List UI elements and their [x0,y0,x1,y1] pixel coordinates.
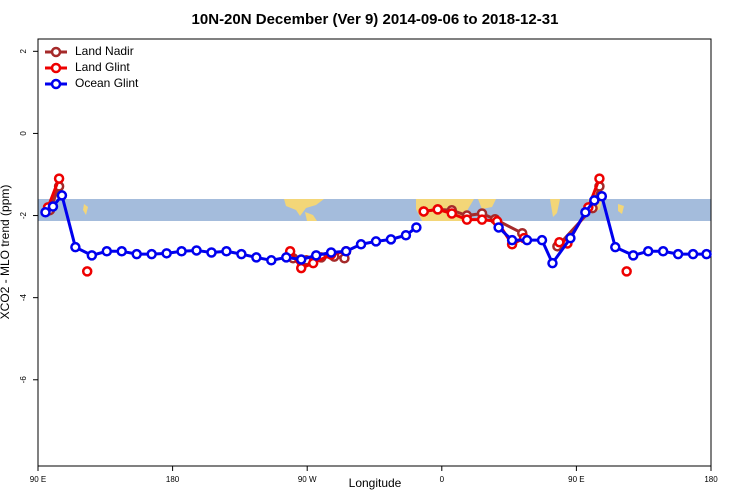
data-point [506,234,518,246]
y-tick-label: 0 [19,131,28,136]
land [478,199,496,209]
x-axis-label: Longitude [349,476,402,490]
data-point [281,252,292,263]
data-point [385,234,397,245]
y-tick-label: 2 [19,49,28,54]
data-point [400,230,412,241]
data-point [81,266,93,277]
data-point [101,246,113,257]
land [305,212,317,221]
land [284,199,324,216]
legend-label: Land Glint [75,60,130,74]
data-point [131,248,142,260]
legend-label: Land Nadir [75,44,134,58]
data-point [596,191,608,202]
legend-marker [50,78,62,90]
data-point [47,201,59,212]
data-point [116,246,128,257]
data-point [536,234,548,246]
data-point [461,214,473,225]
map-band [38,199,711,221]
data-point [521,234,533,246]
x-tick-label: 180 [166,475,180,484]
data-point [191,245,202,256]
data-point [370,236,382,247]
y-axis-label: XCO2 - MLO trend (ppm) [0,185,12,320]
land [550,199,560,217]
data-point [86,250,98,261]
data-point [295,254,307,265]
land [83,204,88,215]
data-point [70,241,81,253]
data-point [580,207,591,218]
data-point [657,246,669,257]
x-tick-label: 90 W [298,475,317,484]
data-point [446,208,458,219]
data-point [206,247,217,258]
data-point [418,206,429,217]
data-point [146,248,157,260]
data-point [355,239,367,250]
data-point [310,250,322,261]
data-point [411,222,422,233]
x-tick-label: 180 [704,475,718,484]
chart-title: 10N-20N December (Ver 9) 2014-09-06 to 2… [192,11,559,28]
land [618,204,624,214]
data-point [565,232,576,244]
data-point [476,214,488,225]
data-point [236,248,247,260]
data-point [493,222,504,233]
ocean-band [38,199,711,221]
data-point [161,248,172,259]
legend-marker [50,62,62,74]
data-point [554,236,565,248]
series-line [48,185,601,262]
data-point [325,247,337,258]
data-point [672,248,684,260]
data-point [53,173,65,184]
x-tick-label: 90 E [30,475,46,484]
data-point [621,266,632,277]
data-point [589,195,600,206]
data-point [627,250,639,261]
data-point [40,207,51,218]
data-point [701,248,712,260]
data-point [266,255,277,266]
data-point [295,262,307,274]
data-point [251,252,262,263]
data-point [340,246,352,257]
data-point [547,257,558,269]
legend-label: Ocean Glint [75,76,139,90]
data-point [176,246,187,257]
data-point [221,246,232,257]
y-tick-label: -2 [19,211,28,219]
data-point [432,204,444,215]
data-point [642,246,654,257]
legend-marker [50,46,62,58]
x-tick-label: 90 E [568,475,584,484]
y-tick-label: -6 [19,376,28,384]
y-tick-label: -4 [19,294,28,302]
data-point [56,190,68,201]
data-point [687,248,699,260]
data-point [610,241,621,253]
data-point [594,173,605,184]
x-tick-label: 0 [440,475,445,484]
